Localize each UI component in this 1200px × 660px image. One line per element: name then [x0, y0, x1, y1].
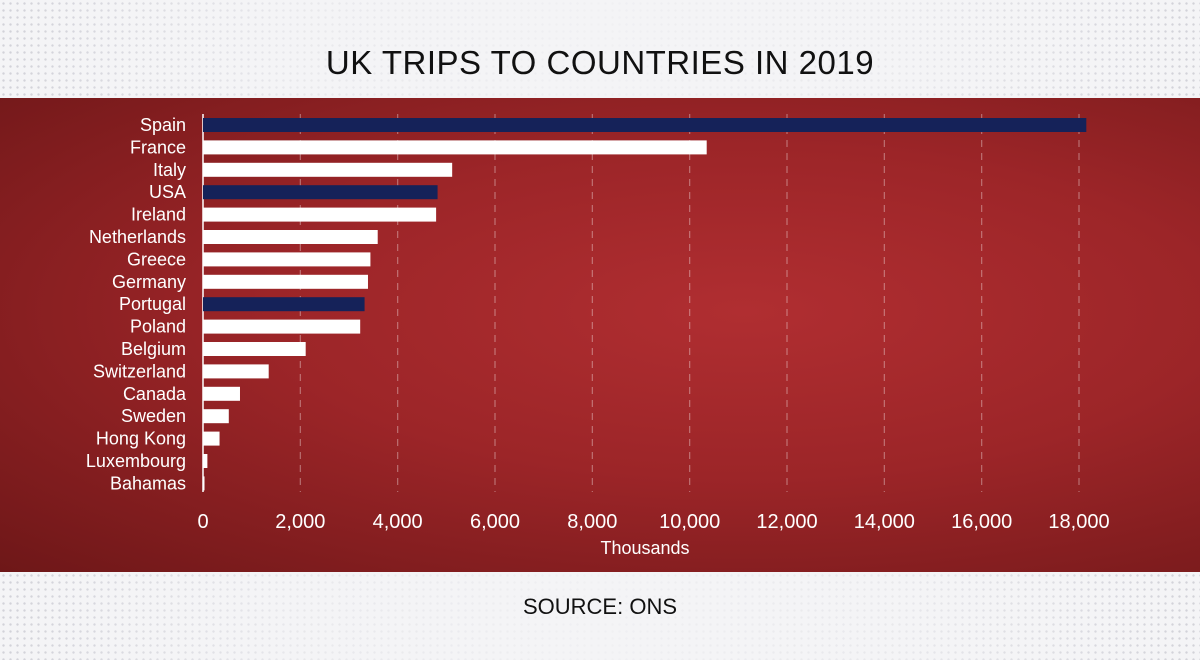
tick-label: 6,000 [470, 511, 520, 533]
tick-label: 16,000 [951, 511, 1012, 533]
bar [203, 185, 438, 200]
category-label: Hong Kong [96, 429, 186, 449]
tick-label: 0 [197, 511, 208, 533]
bar [203, 454, 208, 468]
tick-label: 14,000 [854, 511, 915, 533]
tick-label: 8,000 [567, 511, 617, 533]
dot-pattern-bottom [0, 572, 1200, 660]
bar [203, 319, 361, 334]
category-label: Poland [130, 317, 186, 337]
bar [203, 342, 306, 356]
category-label: Bahamas [110, 473, 186, 493]
bar [203, 431, 220, 446]
chart-panel: Spain France Italy USA Ireland Netherlands Gre… [0, 98, 1200, 572]
dot-pattern-top [0, 0, 1200, 96]
category-label: Luxembourg [86, 451, 186, 471]
category-label: Sweden [121, 406, 186, 426]
tick-label: 10,000 [659, 511, 720, 533]
bar [203, 162, 453, 177]
category-label: Portugal [119, 294, 186, 314]
category-label: Spain [140, 115, 186, 135]
bar [203, 297, 365, 312]
chart-title: UK TRIPS TO COUNTRIES IN 2019 [325, 44, 875, 81]
x-axis-label: Thousands [600, 538, 689, 558]
bar [203, 230, 378, 244]
tick-label: 12,000 [756, 511, 817, 533]
bar [203, 409, 229, 424]
bar [203, 274, 368, 289]
category-label: Belgium [121, 339, 186, 359]
category-label: USA [149, 182, 186, 202]
category-label: Canada [123, 384, 187, 404]
bar [203, 207, 437, 222]
bar [203, 476, 205, 491]
tick-label: 2,000 [275, 511, 325, 533]
category-label: Italy [153, 160, 186, 180]
category-label: Germany [112, 272, 186, 292]
category-label: Netherlands [89, 227, 186, 247]
bar [203, 386, 240, 401]
category-label: Ireland [131, 205, 186, 225]
source-label: SOURCE: ONS [522, 594, 678, 619]
bar [203, 252, 371, 267]
tick-label: 18,000 [1048, 511, 1109, 533]
bar [203, 140, 707, 155]
category-label: Greece [127, 249, 186, 269]
category-label: France [130, 137, 186, 157]
tick-label: 4,000 [373, 511, 423, 533]
category-label: Switzerland [93, 361, 186, 381]
bar [203, 364, 269, 379]
bar [203, 118, 1087, 132]
